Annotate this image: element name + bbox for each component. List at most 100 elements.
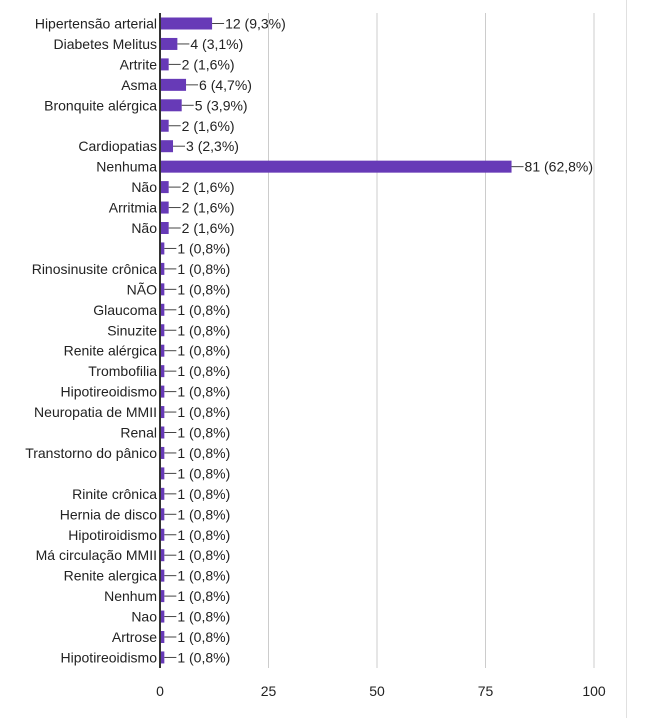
category-label: Artrose [112,629,157,645]
category-label: Má circulação MMII [36,547,157,563]
data-label: 1 (0,8%) [177,465,230,481]
category-label: Glaucoma [93,302,157,318]
category-label: Hipotireoidismo [61,649,158,665]
gridlines [268,13,595,668]
data-label: 1 (0,8%) [177,506,230,522]
bar [160,283,165,296]
bar [160,222,169,234]
data-label: 2 (1,6%) [182,118,235,134]
category-label: Rinite crônica [72,486,157,502]
bar [160,140,174,153]
bar [160,365,165,378]
data-label: 1 (0,8%) [177,363,230,379]
category-label: Neuropatia de MMII [34,404,157,420]
data-label: 1 (0,8%) [177,261,230,277]
bar [160,17,213,30]
bar [160,651,165,664]
bar [160,78,187,91]
bar [160,426,165,439]
x-tick-label: 25 [261,683,277,699]
category-label: Não [131,179,157,195]
bar [160,467,165,480]
category-label: Renite alérgica [64,343,158,359]
data-label: 4 (3,1%) [190,36,243,52]
data-label: 1 (0,8%) [177,343,230,359]
bar [160,303,165,316]
bar [160,181,169,194]
data-label: 1 (0,8%) [177,649,230,665]
data-label: 2 (1,6%) [182,220,235,236]
category-labels: Hipertensão arterial Diabetes Melitus Artr… [25,16,157,666]
category-label: Diabetes Melitus [54,36,158,52]
category-label: Cardiopatias [78,138,157,154]
bar [160,344,165,357]
category-label: Nao [131,609,157,625]
category-label: Arritmia [109,200,157,216]
data-label: 2 (1,6%) [182,56,235,72]
bar [160,385,165,398]
data-label: 81 (62,8%) [525,159,593,175]
bar [160,406,165,419]
data-label: 12 (9,3%) [225,16,286,32]
data-label: 1 (0,8%) [177,568,230,584]
data-label: 6 (4,7%) [199,77,252,93]
data-label: 2 (1,6%) [182,179,235,195]
data-label: 1 (0,8%) [177,240,230,256]
bar [160,99,182,112]
category-label: Renite alergica [64,568,158,584]
bar [160,37,178,50]
bar [160,324,165,337]
category-label: Sinuzite [107,322,157,338]
category-label: Asma [121,77,157,93]
data-label: 1 (0,8%) [177,486,230,502]
data-label: 1 (0,8%) [177,527,230,543]
data-label: 1 (0,8%) [177,547,230,563]
category-label: Trombofilia [88,363,157,379]
category-label: Hipertensão arterial [35,16,157,32]
bar [160,262,165,275]
category-label: Rinosinusite crônica [32,261,157,277]
data-label: 1 (0,8%) [177,404,230,420]
data-label: 1 (0,8%) [177,425,230,441]
bars [160,17,512,664]
data-label: 1 (0,8%) [177,281,230,297]
x-axis-ticks: 0 25 50 75 100 [156,683,606,699]
category-label: Não [131,220,157,236]
x-tick-label: 50 [369,683,385,699]
data-label: 1 (0,8%) [177,588,230,604]
bar [160,160,512,173]
bar [160,487,165,500]
category-label: Hipotiroidismo [68,527,157,543]
bar [160,528,165,541]
data-label: 5 (3,9%) [195,97,248,113]
data-label: 1 (0,8%) [177,609,230,625]
data-label: 1 (0,8%) [177,322,230,338]
data-label: 1 (0,8%) [177,384,230,400]
bar [160,610,165,623]
bar [160,508,165,521]
data-label: 1 (0,8%) [177,445,230,461]
bar [160,631,165,643]
bar [160,446,165,459]
bar [160,569,165,582]
bar [160,58,169,71]
x-tick-label: 0 [156,683,164,699]
category-label: Nenhum [104,588,157,604]
data-label: 2 (1,6%) [182,200,235,216]
bar [160,590,165,603]
data-label: 1 (0,8%) [177,629,230,645]
category-label: Nenhuma [96,159,157,175]
category-label: Bronquite alérgica [44,97,157,113]
bar [160,549,165,562]
x-tick-label: 75 [478,683,494,699]
bar [160,242,165,255]
category-label: Renal [120,425,157,441]
bar [160,201,169,214]
category-label: Hipotireoidismo [61,384,158,400]
category-label: Artrite [120,56,158,72]
category-label: Transtorno do pânico [25,445,157,461]
bar [160,119,169,132]
data-label: 1 (0,8%) [177,302,230,318]
category-label: Hernia de disco [60,506,157,522]
category-label: NÃO [127,281,157,297]
